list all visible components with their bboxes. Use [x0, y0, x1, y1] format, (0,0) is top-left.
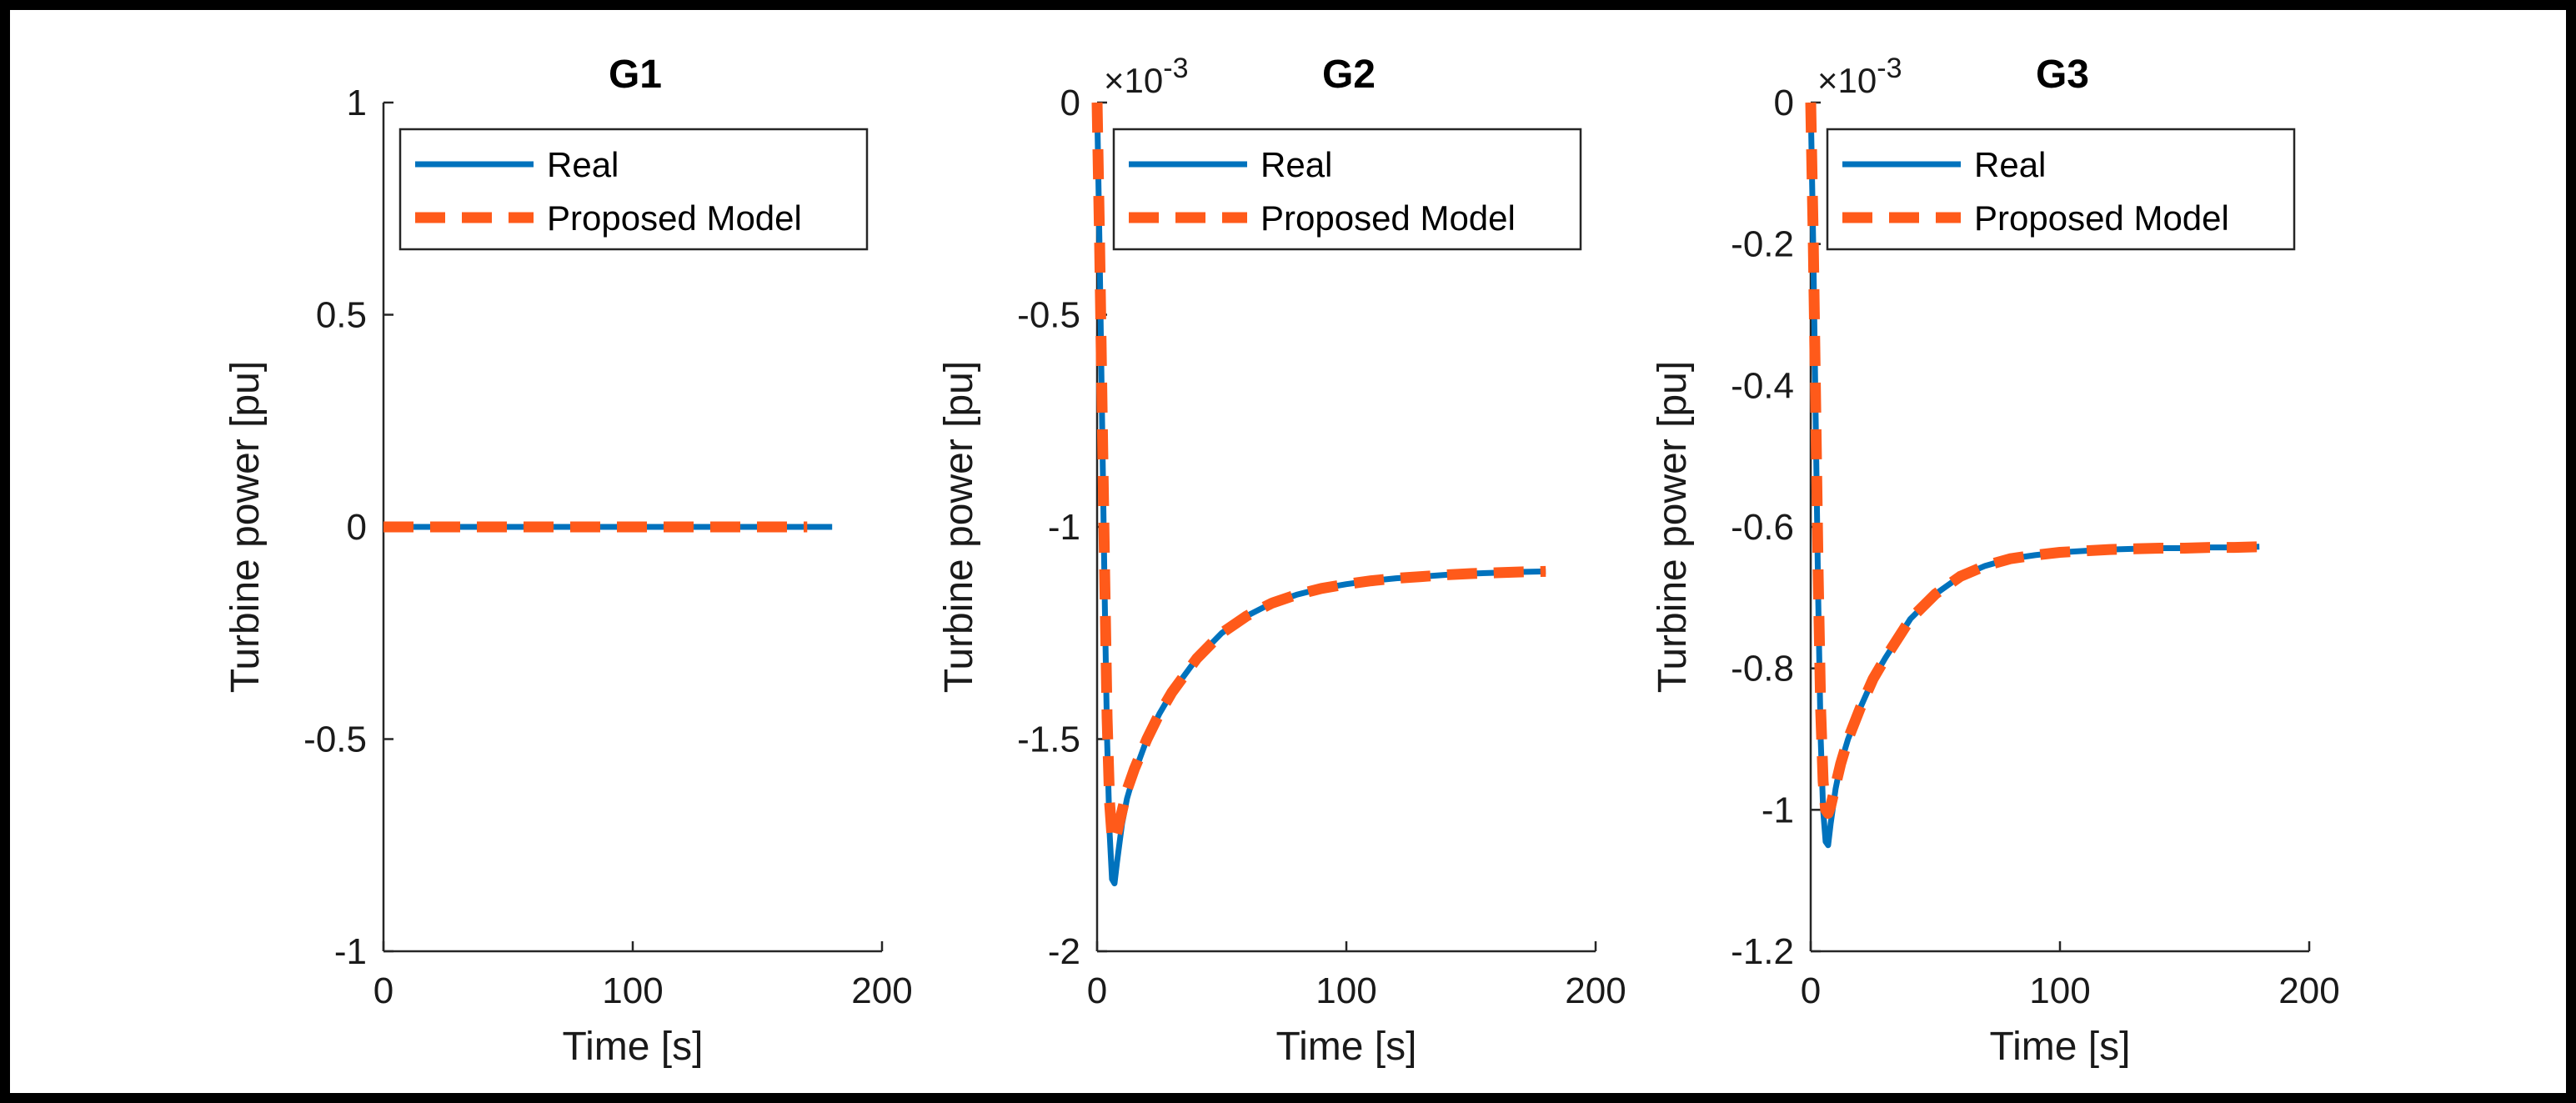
y-tick-label: 0: [1060, 83, 1080, 123]
y-tick-label: 0: [347, 507, 367, 548]
x-tick-label: 100: [2029, 970, 2090, 1011]
y-axis-label: Turbine power [pu]: [937, 361, 981, 693]
y-axis-label: Turbine power [pu]: [223, 361, 268, 693]
x-tick-label: 100: [1316, 970, 1376, 1011]
x-axis-label: Time [s]: [1990, 1025, 2131, 1069]
exponent-base: ×10: [1104, 61, 1163, 100]
y-tick-label: -1.2: [1731, 931, 1794, 972]
x-axis-label: Time [s]: [563, 1025, 704, 1069]
plot-title: G1: [609, 53, 662, 97]
plot-title: G3: [2036, 53, 2089, 97]
series-line-proposed-model: [1805, 102, 2260, 820]
x-tick-label: 200: [851, 970, 912, 1011]
y-axis-exponent: ×10-3: [1817, 53, 1902, 100]
x-tick-label: 0: [1087, 970, 1107, 1011]
y-tick-label: -1: [1762, 790, 1794, 830]
y-tick-label: -0.5: [1017, 295, 1080, 336]
x-tick-label: 200: [1565, 970, 1626, 1011]
y-tick-label: 0: [1774, 83, 1794, 123]
y-tick-label: -1: [334, 931, 367, 972]
legend-entry-label: Real: [547, 145, 619, 184]
plot-panel-g1: 0 100 200 -1 -0.5 0 0.5 1 G1 Time [s] Turbine powe…: [223, 53, 913, 1069]
x-axis-label: Time [s]: [1276, 1025, 1417, 1069]
y-tick-label: -2: [1048, 931, 1080, 972]
legend-entry-label: Real: [1974, 145, 2046, 184]
x-tick-label: 0: [373, 970, 393, 1011]
y-tick-label: -0.2: [1731, 224, 1794, 265]
y-tick-label: 0.5: [316, 295, 367, 336]
y-axis-label: Turbine power [pu]: [1651, 361, 1695, 693]
y-tick-label: 1: [347, 83, 367, 123]
exponent-power: -3: [1163, 53, 1188, 84]
y-tick-label: -1.5: [1017, 719, 1080, 760]
x-tick-label: 100: [602, 970, 663, 1011]
exponent-power: -3: [1877, 53, 1902, 84]
plot-panel-g3: 0 100 200 -1.2 -1 -0.8 -0.6 -0.4 -0.2 0 ×10-3 G3 Tim…: [1651, 53, 2340, 1069]
y-tick-label: -0.6: [1731, 507, 1794, 548]
legend-entry-label: Proposed Model: [1260, 198, 1516, 238]
y-tick-label: -0.5: [303, 719, 367, 760]
legend-entry-label: Real: [1260, 145, 1332, 184]
y-tick-label: -0.8: [1731, 649, 1794, 689]
plot-title: G2: [1322, 53, 1376, 97]
y-axis-exponent: ×10-3: [1104, 53, 1188, 100]
plot-panel-g2: 0 100 200 -2 -1.5 -1 -0.5 0 ×10-3 G2 Time [s] Turbi…: [937, 53, 1626, 1069]
legend-entry-label: Proposed Model: [1974, 198, 2229, 238]
y-tick-label: -0.4: [1731, 365, 1794, 406]
legend-box: [1826, 128, 2296, 251]
series-line-proposed-model: [1091, 102, 1546, 847]
y-tick-label: -1: [1048, 507, 1080, 548]
exponent-base: ×10: [1817, 61, 1877, 100]
x-tick-label: 200: [2278, 970, 2339, 1011]
legend-box: [1112, 128, 1582, 251]
legend-box: [398, 128, 869, 251]
legend-entry-label: Proposed Model: [547, 198, 802, 238]
x-tick-label: 0: [1801, 970, 1821, 1011]
